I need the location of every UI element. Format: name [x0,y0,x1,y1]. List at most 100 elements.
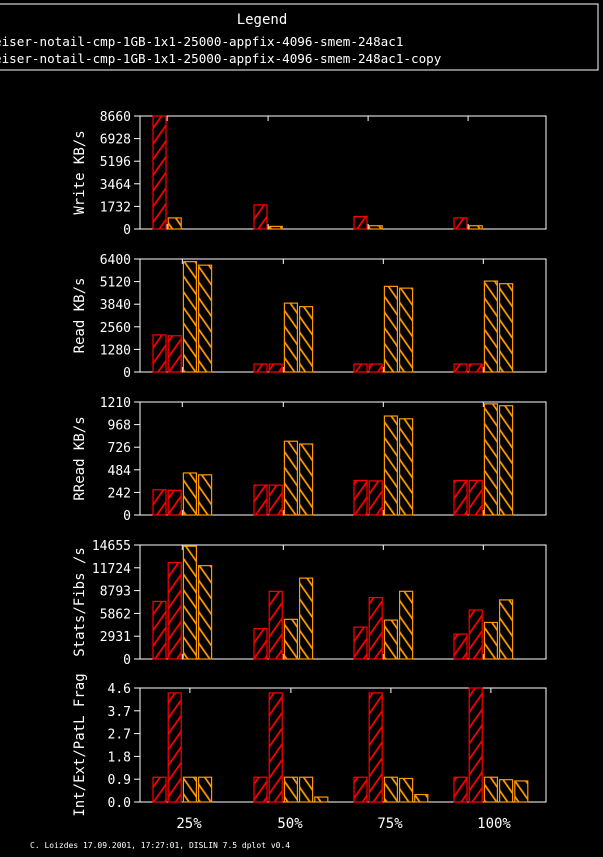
bar-75%-s1 [353,216,368,230]
bar-100%-s2 [468,363,483,373]
y-tick-label: 968 [108,419,131,434]
y-tick-label: 0.9 [108,773,131,788]
x-tick-label: 50% [277,816,303,832]
bar-100%-s4 [499,405,514,516]
bar-50%-s2 [268,484,283,516]
bar-50%-s2 [268,225,283,230]
y-axis-label: Write KB/s [72,130,88,214]
bar-100%-s2 [468,609,483,660]
y-tick-label: 2.7 [108,728,131,743]
bar-50%-s2 [268,692,283,803]
bar-25%-s3 [182,472,197,516]
bar-50%-s3 [283,776,298,803]
bar-100%-s2 [468,687,483,803]
bar-100%-s3 [483,621,498,660]
bar-25%-s4 [198,474,213,516]
legend-entry-2: eiser-notail-cmp-1GB-1x1-25000-appfix-40… [0,51,442,66]
bar-75%-s3 [383,415,398,516]
bar-100%-s5 [514,780,529,803]
bar-100%-s1 [453,217,468,230]
bar-25%-s4 [198,264,213,373]
bar-75%-s3 [383,285,398,373]
y-tick-label: 14655 [92,539,131,554]
y-tick-label: 3840 [100,298,131,313]
y-tick-label: 8660 [100,110,131,125]
bar-75%-s1 [353,776,368,803]
bar-25%-s3 [182,776,197,803]
y-tick-label: 5120 [100,276,131,291]
x-tick-label: 100% [477,816,511,832]
bar-100%-s1 [453,633,468,660]
bar-50%-s5 [314,796,329,803]
x-axis-labels: 25% 50% 75% 100% [176,816,511,832]
y-tick-label: 2931 [100,630,131,645]
bar-25%-s4 [198,565,213,660]
bar-50%-s4 [299,306,314,373]
bar-75%-s1 [353,479,368,516]
plot-frame [139,687,547,803]
bar-75%-s2 [368,692,383,803]
legend-title: Legend [237,12,288,28]
panel-3: 0 242 484 726 968 1210 RRead KB/s [72,396,547,524]
y-tick-label: 242 [108,486,131,501]
bar-75%-s4 [399,590,414,660]
y-axis-label: Stats/Fibs /s [72,547,88,657]
bar-25%-s2 [167,561,182,660]
bar-100%-s3 [483,776,498,803]
panel-2: 0 1280 2560 3840 5120 6400 Read KB/s [72,253,547,381]
y-tick-label: 8793 [100,585,131,600]
bar-25%-s2 [167,217,182,230]
bar-75%-s2 [368,596,383,660]
y-tick-label: 5862 [100,607,131,622]
plot-frame [139,544,547,660]
y-tick-label: 0 [123,366,131,381]
plot-frame [139,401,547,516]
y-tick-label: 0 [123,653,131,668]
bar-25%-s1 [152,115,167,230]
y-axis-label: Int/Ext/PatL Frag [72,673,88,816]
panel-5: 0.0 0.9 1.8 2.7 3.7 4.6 Int/Ext/PatL Frag [72,673,547,817]
bar-100%-s1 [453,776,468,803]
plot-frame [139,115,547,230]
footer-credit: C. Loizdes 17.09.2001, 17:27:01, DISLIN … [30,841,290,850]
x-tick-label: 25% [176,816,202,832]
bar-25%-s4 [198,776,213,803]
y-tick-label: 1280 [100,343,131,358]
bar-75%-s1 [353,363,368,373]
bar-25%-s2 [167,335,182,373]
y-tick-label: 0.0 [108,796,131,811]
y-tick-label: 0 [123,223,131,238]
y-tick-label: 0 [123,509,131,524]
bar-100%-s4 [499,283,514,373]
bar-25%-s2 [167,692,182,803]
legend: Legend eiser-notail-cmp-1GB-1x1-25000-ap… [0,3,599,71]
bar-75%-s4 [399,287,414,373]
y-tick-label: 484 [108,464,132,479]
bar-50%-s1 [253,484,268,516]
bar-50%-s1 [253,363,268,373]
y-tick-label: 5196 [100,155,131,170]
bar-75%-s4 [399,777,414,803]
bar-50%-s2 [268,590,283,660]
bar-25%-s2 [167,489,182,516]
bar-25%-s1 [152,489,167,516]
x-tick-label: 75% [377,816,403,832]
bar-75%-s5 [414,793,429,803]
bar-100%-s1 [453,363,468,373]
y-tick-label: 1210 [100,396,131,411]
bar-75%-s2 [368,363,383,373]
plot-frame [139,258,547,373]
bar-100%-s3 [483,280,498,373]
bar-100%-s2 [468,225,483,230]
y-tick-label: 726 [108,441,131,456]
y-tick-label: 1.8 [108,750,131,765]
bar-50%-s3 [283,618,298,660]
bar-100%-s2 [468,479,483,516]
bar-75%-s1 [353,626,368,660]
bar-75%-s3 [383,776,398,803]
bar-100%-s3 [483,403,498,516]
bar-25%-s1 [152,776,167,803]
bar-25%-s1 [152,334,167,373]
bar-75%-s3 [383,619,398,660]
